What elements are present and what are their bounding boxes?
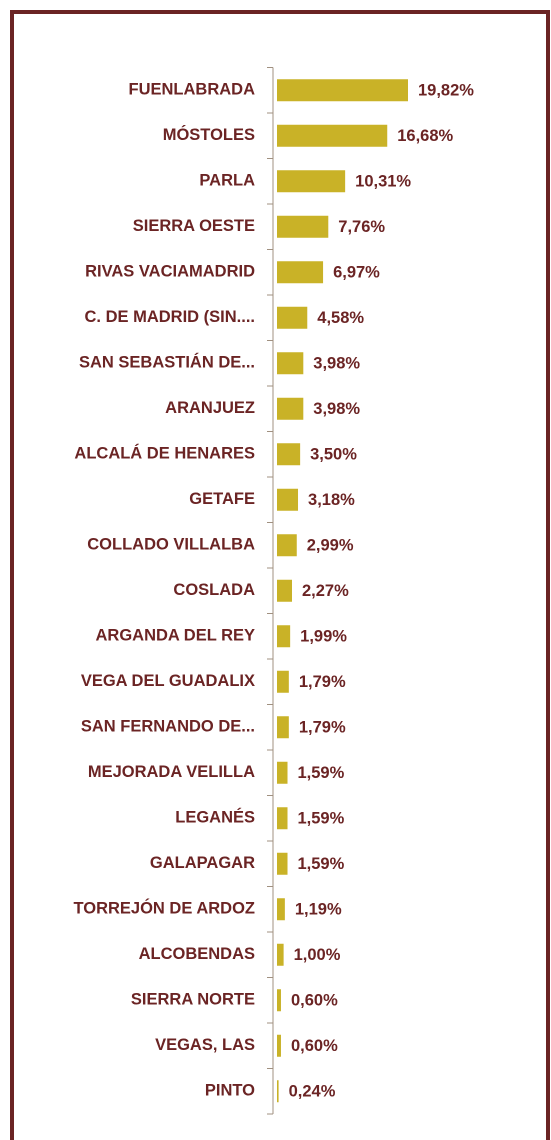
bar	[277, 807, 288, 830]
value-label: 3,50%	[310, 446, 357, 464]
category-label: LEGANÉS	[175, 808, 255, 827]
value-label: 3,98%	[313, 355, 360, 373]
value-label: 1,99%	[300, 628, 347, 646]
frame	[10, 10, 550, 1140]
category-label: GETAFE	[189, 490, 255, 508]
bar	[277, 625, 291, 648]
category-label: MEJORADA VELILLA	[88, 763, 255, 781]
bar	[277, 352, 304, 375]
category-label: RIVAS VACIAMADRID	[85, 263, 255, 281]
category-label: PARLA	[199, 172, 255, 190]
value-label: 10,31%	[355, 173, 411, 191]
value-label: 0,60%	[291, 992, 338, 1010]
bar	[277, 215, 329, 238]
value-label: 7,76%	[338, 218, 385, 236]
bar	[277, 79, 408, 102]
category-label: SAN FERNANDO DE...	[81, 718, 255, 736]
value-label: 6,97%	[333, 264, 380, 282]
category-label: SIERRA OESTE	[133, 217, 255, 235]
bar	[277, 670, 289, 693]
bar	[277, 1080, 279, 1103]
value-label: 1,00%	[294, 946, 341, 964]
category-label: C. DE MADRID (SIN....	[84, 308, 255, 326]
category-label: GALAPAGAR	[150, 854, 255, 872]
bar	[277, 124, 388, 147]
bar	[277, 579, 293, 602]
category-label: FUENLABRADA	[129, 81, 256, 99]
value-label: 1,19%	[295, 901, 342, 919]
value-label: 1,59%	[298, 810, 345, 828]
value-label: 0,24%	[289, 1083, 336, 1101]
value-label: 19,82%	[418, 82, 474, 100]
value-label: 3,18%	[308, 491, 355, 509]
bar	[277, 989, 281, 1012]
category-label: PINTO	[205, 1082, 255, 1100]
value-label: 4,58%	[317, 309, 364, 327]
bar	[277, 943, 284, 966]
bar	[277, 716, 289, 739]
value-label: 2,99%	[307, 537, 354, 555]
value-label: 1,59%	[298, 764, 345, 782]
category-label: MÓSTOLES	[163, 125, 255, 144]
bar	[277, 261, 324, 284]
category-label: COSLADA	[173, 581, 255, 599]
value-label: 16,68%	[397, 127, 453, 145]
value-label: 2,27%	[302, 582, 349, 600]
value-label: 3,98%	[313, 400, 360, 418]
bar	[277, 397, 304, 420]
category-label: ALCOBENDAS	[139, 945, 255, 963]
category-label: TORREJÓN DE ARDOZ	[73, 899, 255, 918]
category-label: VEGAS, LAS	[155, 1036, 255, 1054]
bar	[277, 534, 297, 557]
value-label: 1,59%	[298, 855, 345, 873]
bar	[277, 898, 285, 921]
category-label: ALCALÁ DE HENARES	[74, 444, 255, 463]
bar	[277, 306, 308, 329]
bar	[277, 852, 288, 875]
value-label: 0,60%	[291, 1037, 338, 1055]
value-label: 1,79%	[299, 719, 346, 737]
category-label: COLLADO VILLALBA	[87, 536, 255, 554]
category-label: SAN SEBASTIÁN DE...	[79, 353, 255, 372]
category-label: ARGANDA DEL REY	[95, 627, 255, 645]
category-label: SIERRA NORTE	[131, 991, 255, 1009]
bar	[277, 170, 346, 193]
bar	[277, 1034, 281, 1057]
bar	[277, 443, 301, 466]
category-label: VEGA DEL GUADALIX	[81, 672, 255, 690]
bar	[277, 488, 299, 511]
category-label: ARANJUEZ	[165, 399, 255, 417]
value-label: 1,79%	[299, 673, 346, 691]
bar	[277, 761, 288, 784]
